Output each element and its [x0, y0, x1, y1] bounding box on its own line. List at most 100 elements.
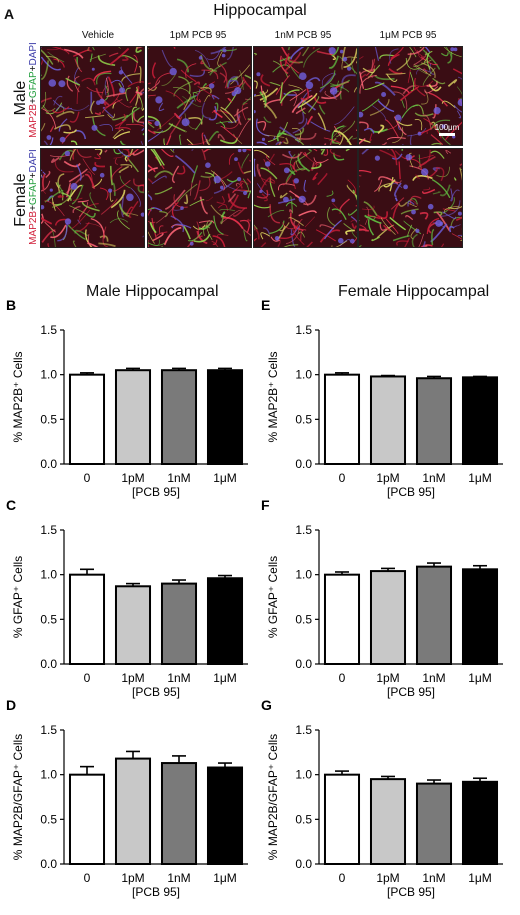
y-tick-label: 1.0	[295, 368, 312, 382]
bar-1μM	[461, 780, 499, 865]
bar-1μM	[206, 577, 244, 666]
bar-0	[68, 373, 106, 466]
bar-1nM	[160, 582, 198, 665]
scale-bar-label: 100μm	[435, 123, 460, 132]
bar-0	[323, 373, 361, 466]
bar-0	[323, 773, 361, 866]
x-tick-label: 1nM	[422, 871, 445, 885]
x-tick-label: 1nM	[167, 671, 190, 685]
y-tick-label: 1.0	[295, 768, 312, 782]
bar-1pM	[369, 570, 407, 666]
x-tick-label: 1pM	[121, 871, 144, 885]
male-micrograph-3: 100μm	[358, 46, 463, 146]
panel-letter-d: D	[6, 697, 16, 713]
bar-1μM	[206, 766, 244, 866]
y-tick-label: 0.0	[40, 857, 57, 871]
y-tick-label: 1.5	[295, 323, 312, 337]
x-tick-label: 1nM	[422, 471, 445, 485]
y-axis-label: % MAP2B⁺ Cells	[11, 351, 25, 442]
y-tick-label: 0.0	[40, 657, 57, 671]
bar-1pM	[369, 375, 407, 466]
condition-label-1um: 1μM PCB 95	[379, 30, 437, 41]
bar-1pM	[114, 757, 152, 865]
bar-1nM	[160, 762, 198, 865]
bar-chart-panel-e: E 0.0 0.5 1.0 1.5 % MAP2B⁺ Cells 0 1pM 1nM 1μM [PC…	[261, 297, 503, 499]
y-tick-label: 1.5	[295, 723, 312, 737]
bar-chart-panel-f: F 0.0 0.5 1.0 1.5 % GFAP⁺ Cells 0 1pM 1nM 1μM [PCB…	[261, 497, 503, 699]
x-tick-label: 1pM	[121, 471, 144, 485]
bar-1μM	[461, 568, 499, 666]
y-tick-label: 1.0	[295, 568, 312, 582]
y-tick-label: 1.5	[40, 323, 57, 337]
x-tick-label: 1pM	[376, 871, 399, 885]
bar-1nM	[415, 377, 453, 466]
y-tick-label: 1.0	[40, 768, 57, 782]
bar-1pM	[114, 585, 152, 665]
x-tick-label: 0	[84, 671, 91, 685]
bar-chart-panel-c: C 0.0 0.5 1.0 1.5 % GFAP⁺ Cells 0 1pM 1nM 1μM [PCB…	[6, 497, 248, 699]
y-tick-label: 1.0	[40, 368, 57, 382]
bar-1μM	[206, 369, 244, 466]
y-axis-label: % MAP2B/GFAP⁺ Cells	[266, 734, 280, 860]
bar-chart-panel-g: G 0.0 0.5 1.0 1.5 % MAP2B/GFAP⁺ Cells 0 1pM 1nM 1…	[261, 697, 503, 899]
x-tick-label: 0	[339, 671, 346, 685]
x-tick-label: 0	[84, 471, 91, 485]
bar-0	[323, 573, 361, 666]
panel-letter-e: E	[261, 297, 270, 313]
panel-letter-g: G	[261, 697, 272, 713]
x-tick-label: 1μM	[468, 871, 492, 885]
y-tick-label: 0.0	[295, 457, 312, 471]
panel-letter-c: C	[6, 497, 16, 513]
x-tick-label: 1pM	[376, 471, 399, 485]
female-micrograph-1	[147, 148, 252, 248]
bar-chart-panel-d: D 0.0 0.5 1.0 1.5 % MAP2B/GFAP⁺ Cells 0 1pM 1nM 1…	[6, 697, 248, 899]
x-tick-label: 0	[339, 871, 346, 885]
y-tick-label: 1.0	[40, 568, 57, 582]
panel-letter-b: B	[6, 297, 16, 313]
x-tick-label: 1μM	[213, 871, 237, 885]
condition-label-vehicle: Vehicle	[81, 30, 115, 41]
y-tick-label: 0.0	[295, 657, 312, 671]
x-tick-label: 1μM	[468, 471, 492, 485]
condition-label-1pm: 1pM PCB 95	[169, 30, 227, 41]
y-tick-label: 0.5	[295, 812, 312, 826]
y-axis-label: % GFAP⁺ Cells	[11, 556, 25, 638]
x-tick-label: 1pM	[121, 671, 144, 685]
x-tick-label: 1pM	[376, 671, 399, 685]
x-tick-label: 1nM	[422, 671, 445, 685]
x-axis-label: [PCB 95]	[132, 485, 180, 499]
y-tick-label: 0.5	[295, 412, 312, 426]
x-axis-label: [PCB 95]	[132, 885, 180, 899]
y-tick-label: 0.0	[40, 457, 57, 471]
y-tick-label: 1.5	[40, 723, 57, 737]
condition-label-1nm: 1nM PCB 95	[274, 30, 332, 41]
y-axis-label: % GFAP⁺ Cells	[266, 556, 280, 638]
bar-1μM	[461, 376, 499, 466]
male-hippocampal-title: Male Hippocampal	[86, 283, 219, 300]
y-tick-label: 1.5	[295, 523, 312, 537]
x-tick-label: 1μM	[213, 471, 237, 485]
x-tick-label: 1nM	[167, 871, 190, 885]
panel-letter-a: A	[4, 6, 15, 22]
x-axis-label: [PCB 95]	[387, 885, 435, 899]
bar-1nM	[415, 782, 453, 865]
female-micrograph-3	[358, 148, 463, 248]
y-tick-label: 0.5	[40, 612, 57, 626]
x-tick-label: 0	[339, 471, 346, 485]
x-tick-label: 1nM	[167, 471, 190, 485]
panel-a-title: Hippocampal	[213, 2, 307, 19]
male-micrograph-1	[147, 46, 252, 146]
x-axis-label: [PCB 95]	[132, 685, 180, 699]
y-tick-label: 0.5	[295, 612, 312, 626]
bar-1pM	[369, 778, 407, 866]
x-tick-label: 1μM	[468, 671, 492, 685]
x-tick-label: 0	[84, 871, 91, 885]
male-micrograph-2	[253, 46, 358, 146]
x-axis-label: [PCB 95]	[387, 485, 435, 499]
y-axis-label: % MAP2B⁺ Cells	[266, 351, 280, 442]
x-axis-label: [PCB 95]	[387, 685, 435, 699]
bar-0	[68, 773, 106, 866]
scale-bar	[439, 133, 455, 136]
bar-1pM	[114, 369, 152, 466]
y-tick-label: 0.5	[40, 412, 57, 426]
